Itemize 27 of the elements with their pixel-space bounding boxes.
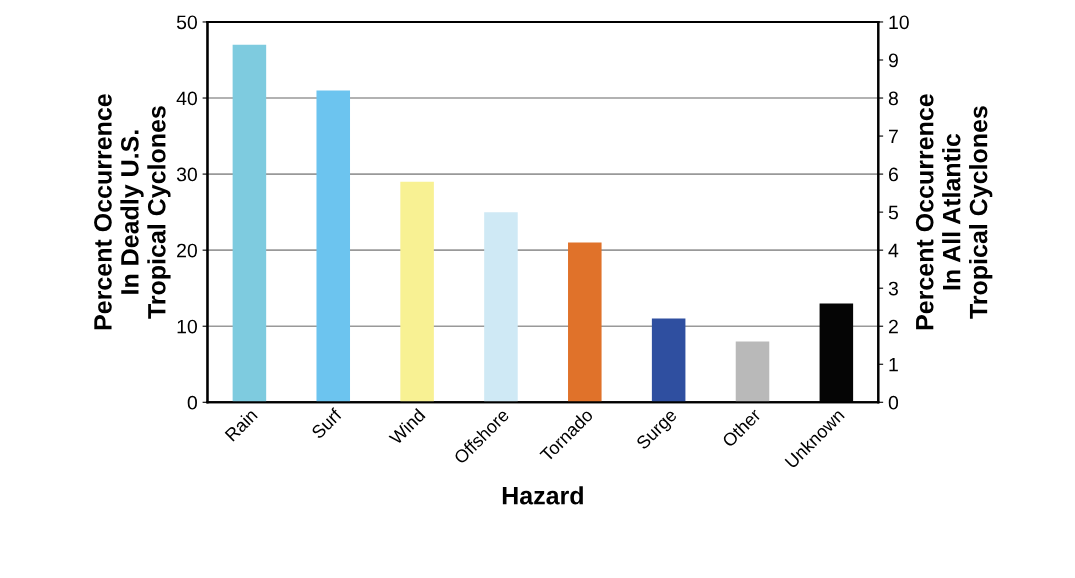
y2-tick-label: 10 [889, 15, 909, 30]
bar [568, 242, 602, 403]
bar [232, 44, 267, 403]
y2-tick-label: 7 [888, 129, 898, 144]
bar [484, 212, 518, 403]
y2-tick-label: 1 [889, 357, 898, 372]
bar [735, 341, 770, 403]
y-tick-label: 50 [176, 15, 197, 30]
y-tick-label: 20 [177, 243, 197, 258]
y-tick-label: 0 [187, 395, 197, 410]
y-tick-label: 40 [176, 91, 197, 106]
bar [400, 181, 434, 403]
y2-tick-label: 3 [888, 281, 898, 296]
bar [316, 90, 351, 403]
y2-tick-label: 2 [888, 319, 898, 334]
y-tick-label: 10 [177, 319, 197, 334]
x-axis-title: Hazard [502, 486, 583, 505]
y2-tick-label: 9 [888, 53, 898, 68]
y2-tick-label: 0 [888, 395, 899, 410]
y2-axis-title: Percent Occurrence In All Atlantic Tropical Cyclones [915, 94, 993, 330]
y-axis-title: Percent Occurrence In Deadly U.S. Tropical Cyclones [94, 94, 171, 330]
y2-tick-label: 5 [888, 205, 898, 220]
y2-tick-label: 4 [888, 243, 899, 258]
y2-tick-label: 8 [888, 91, 898, 106]
y2-tick-label: 6 [888, 167, 898, 182]
y-tick-label: 30 [176, 167, 197, 182]
bar [651, 318, 686, 403]
